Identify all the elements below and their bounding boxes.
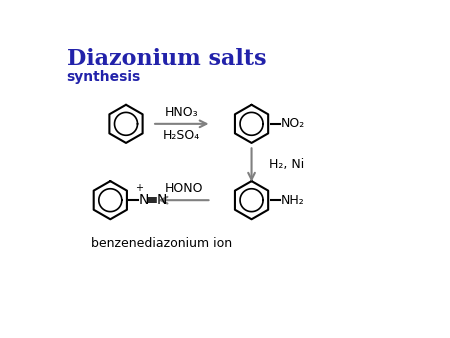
Text: H₂SO₄: H₂SO₄ <box>163 129 200 142</box>
Text: H₂, Ni: H₂, Ni <box>269 159 304 171</box>
Text: NH₂: NH₂ <box>281 194 305 207</box>
Text: NO₂: NO₂ <box>281 117 305 130</box>
Text: N: N <box>156 193 166 207</box>
Text: synthesis: synthesis <box>67 70 141 84</box>
Text: Diazonium salts: Diazonium salts <box>67 48 266 70</box>
Text: benzenediazonium ion: benzenediazonium ion <box>91 237 232 250</box>
Text: HONO: HONO <box>164 182 203 195</box>
Text: HNO₃: HNO₃ <box>165 106 198 119</box>
Text: N: N <box>139 193 149 207</box>
Text: +: + <box>135 183 143 193</box>
